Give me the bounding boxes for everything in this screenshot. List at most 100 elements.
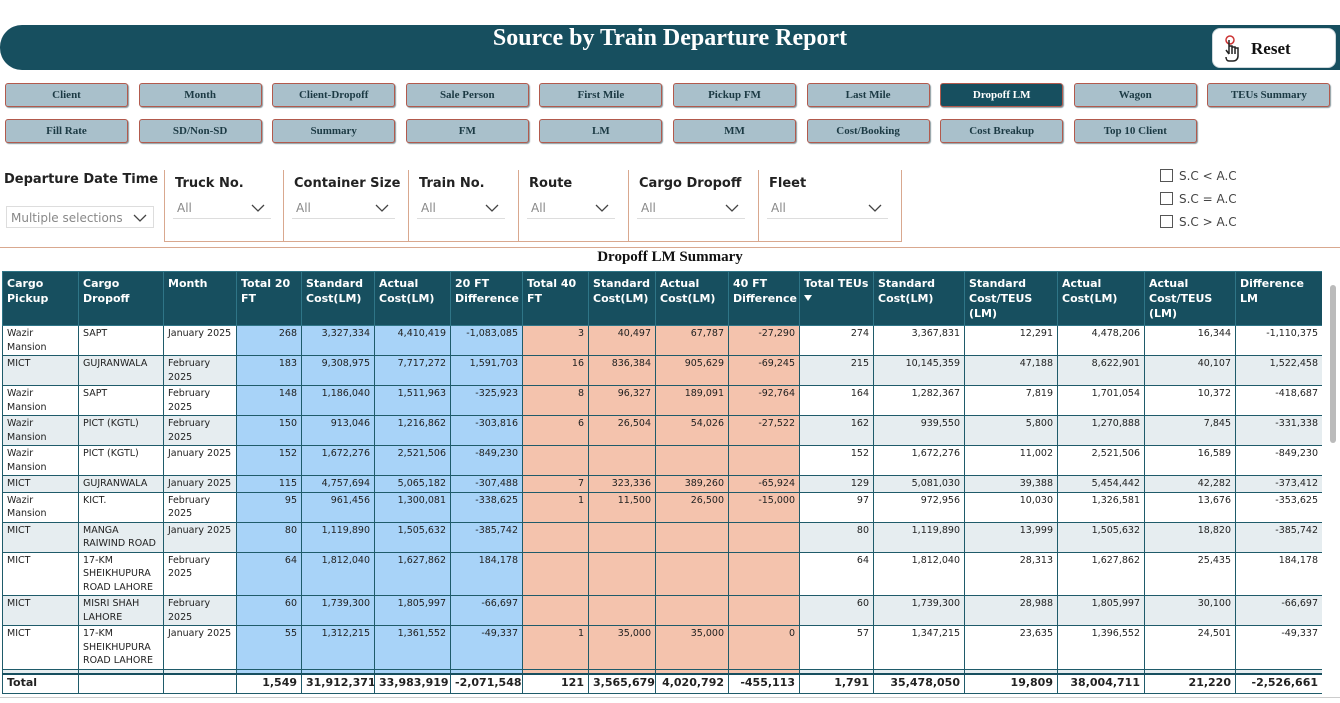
table-row: Wazir Mansion SAPT January 2025 268 3,327,33… [2,325,1322,356]
column-header[interactable]: Standard Cost/TEUS (LM) [964,271,1058,326]
table-cell: 55 [236,625,302,670]
filter-dropdown[interactable]: All [292,197,395,219]
table-row: Wazir Mansion SAPT February 2025 148 1,186,0… [2,385,1322,416]
nav-button[interactable]: LM [539,119,663,143]
filter-dropdown[interactable]: All [767,197,888,219]
table-cell: 24,501 [1144,625,1236,670]
table-cell: February 2025 [163,385,237,416]
nav-button[interactable]: Summary [272,119,396,143]
column-header[interactable]: 40 FT Difference [728,271,800,326]
filter-dropdown[interactable]: All [527,197,615,219]
reset-button[interactable]: Reset [1212,28,1336,68]
table-cell: 42,282 [1144,475,1236,493]
table-cell [522,595,589,626]
column-header[interactable]: Actual Cost(LM) [1057,271,1145,326]
nav-button[interactable]: Sale Person [405,83,529,107]
filter-label: Train No. [419,176,485,191]
column-header[interactable]: Actual Cost(LM) [374,271,451,326]
nav-button[interactable]: Top 10 Client [1073,119,1197,143]
table-cell [728,521,800,553]
filter-dropdown[interactable]: All [417,197,505,219]
nav-button[interactable]: Month [138,83,262,107]
checkbox-item[interactable]: S.C = A.C [1160,192,1237,206]
table-cell: 1,505,632 [1057,521,1145,553]
filter: Container Size All [284,170,409,242]
table-cell: 3,327,334 [301,325,375,356]
table-cell: 13,999 [964,521,1058,553]
table-cell: GUJRANWALA [78,355,164,386]
column-header[interactable]: Standard Cost(LM) [301,271,375,326]
table-cell: -66,697 [450,595,523,626]
total-cell: 33,983,919 [374,673,451,694]
table-cell: 5,065,182 [374,475,451,493]
filter-label: Route [529,176,573,191]
column-header[interactable]: 20 FT Difference [450,271,523,326]
filter-dropdown[interactable]: All [637,197,745,219]
filter-value: All [296,201,311,215]
column-header[interactable]: Total 40 FT [522,271,589,326]
nav-button[interactable]: Dropoff LM [940,83,1064,107]
column-header[interactable]: Cargo Pickup [2,271,79,326]
table-cell [522,445,589,476]
nav-button[interactable]: First Mile [539,83,663,107]
table-cell: February 2025 [163,595,237,626]
checkbox-item[interactable]: S.C < A.C [1160,169,1237,183]
scrollbar[interactable] [1330,285,1336,443]
chevron [725,204,739,212]
table-cell: 913,046 [301,415,375,446]
nav-button[interactable]: SD/Non-SD [138,119,262,143]
nav-button[interactable]: Client-Dropoff [272,83,396,107]
nav-button[interactable]: Pickup FM [673,83,796,107]
column-header[interactable]: Cargo Dropoff [78,271,164,326]
nav-button[interactable]: Last Mile [806,83,930,107]
table-cell: -331,338 [1235,415,1322,446]
column-header[interactable]: Actual Cost/TEUS (LM) [1144,271,1236,326]
checkbox[interactable] [1160,169,1173,182]
filter-dropdown[interactable]: Multiple selections [6,206,154,228]
nav-button[interactable]: Fill Rate [5,119,128,143]
table-cell: January 2025 [163,445,237,476]
nav-button[interactable]: Wagon [1073,83,1197,107]
column-header[interactable]: Standard Cost(LM) [873,271,965,326]
nav-button[interactable]: MM [673,119,796,143]
nav-button[interactable]: FM [405,119,529,143]
table-row: Wazir Mansion PICT (KGTL) February 2025 150… [2,415,1322,446]
table-cell: 57 [799,625,874,670]
column-header[interactable]: Difference LM [1235,271,1322,326]
table-cell: Wazir Mansion [2,385,79,416]
filter-value: Multiple selections [11,211,123,225]
filter-value: All [177,201,192,215]
total-cell [78,673,164,694]
nav-button[interactable]: TEUs Summary [1207,83,1331,107]
table-cell: February 2025 [163,551,237,596]
total-cell: -2,071,548 [450,673,523,694]
checkbox[interactable] [1160,192,1173,205]
table-cell: PICT (KGTL) [78,445,164,476]
column-header[interactable]: Actual Cost(LM) [655,271,729,326]
checkbox[interactable] [1160,215,1173,228]
table-cell: 30,100 [1144,595,1236,626]
column-header[interactable]: Total TEUs [799,271,874,326]
column-header[interactable]: Total 20 FT [236,271,302,326]
checkbox-item[interactable]: S.C > A.C [1160,215,1237,229]
table-cell: 1,511,963 [374,385,451,416]
table-cell: 16,589 [1144,445,1236,476]
table-title: Dropoff LM Summary [597,249,743,265]
table-cell: MISRI SHAH LAHORE [78,595,164,626]
column-header[interactable]: Month [163,271,237,326]
filter-dropdown[interactable]: All [173,197,271,219]
column-header[interactable]: Standard Cost(LM) [588,271,656,326]
table-cell: 148 [236,385,302,416]
table-cell: 64 [799,551,874,596]
table-cell: Wazir Mansion [2,491,79,523]
table-cell: 1,739,300 [873,595,965,626]
table-cell: -65,924 [728,475,800,493]
chevron [868,204,882,212]
nav-button[interactable]: Client [5,83,128,107]
nav-button[interactable]: Cost Breakup [940,119,1064,143]
checkbox-label: S.C = A.C [1179,192,1237,206]
nav-button[interactable]: Cost/Booking [806,119,930,143]
table-cell: 115 [236,475,302,493]
table-cell: 162 [799,415,874,446]
table-cell: -92,764 [728,385,800,416]
